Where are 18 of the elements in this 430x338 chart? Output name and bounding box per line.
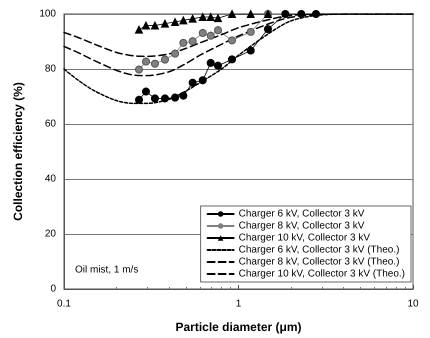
legend-label: Charger 6 kV, Collector 3 kV bbox=[238, 208, 365, 220]
x-tick-label: 10 bbox=[407, 298, 419, 310]
y-tick-label: 60 bbox=[44, 118, 56, 130]
legend-label: Charger 10 kV, Collector 3 kV bbox=[238, 232, 370, 244]
legend-label: Charger 6 kV, Collector 3 kV (Theo.) bbox=[238, 244, 400, 256]
y-tick-label: 40 bbox=[44, 174, 56, 184]
y-tick-label: 0 bbox=[50, 284, 56, 294]
x-tick-label: 0.1 bbox=[57, 298, 72, 310]
y-tick-label: 20 bbox=[44, 228, 56, 240]
annotation: Oil mist, 1 m/s bbox=[75, 264, 138, 276]
x-tick-label: 1 bbox=[236, 298, 242, 310]
x-axis-title: Particle diameter (μm) bbox=[175, 320, 302, 334]
legend-label: Charger 8 kV, Collector 3 kV (Theo.) bbox=[238, 256, 400, 268]
y-tick-label: 100 bbox=[39, 8, 56, 20]
legend-label: Charger 8 kV, Collector 3 kV bbox=[238, 220, 365, 232]
legend-label: Charger 10 kV, Collector 3 kV (Theo.) bbox=[238, 268, 406, 280]
y-axis-title: Collection efficiency (%) bbox=[11, 82, 25, 221]
y-tick-label: 80 bbox=[44, 64, 56, 74]
